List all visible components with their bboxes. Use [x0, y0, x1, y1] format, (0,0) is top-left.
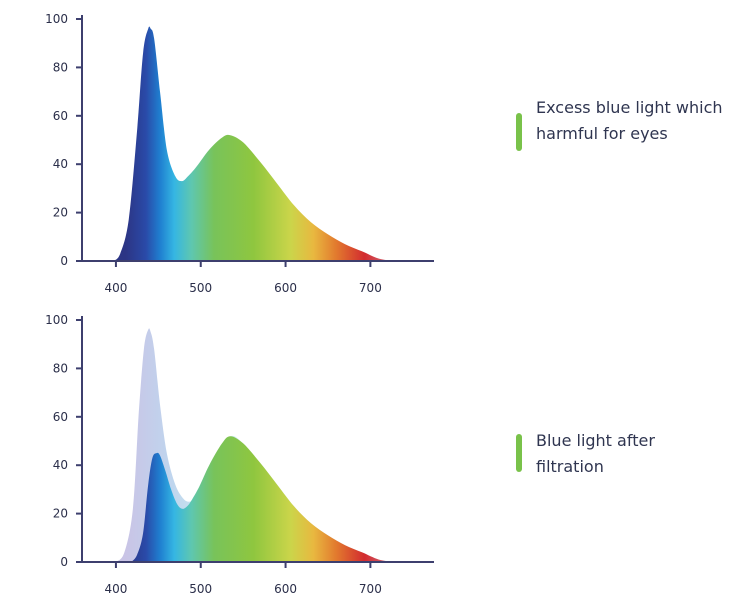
- top-chart-area-layer: [113, 26, 395, 262]
- bottom-y-tick-label: 80: [53, 361, 68, 375]
- bottom-y-tick-label: 20: [53, 507, 68, 521]
- bottom-chart-area-layer: [115, 328, 396, 562]
- bottom-y-tick-label: 0: [60, 555, 68, 569]
- top-x-tick-label: 600: [274, 281, 297, 295]
- top-x-tick-label: 500: [189, 281, 212, 295]
- top-chart-axes: 0 20 40 60 80 100 400 500 600 700: [45, 12, 434, 295]
- bottom-unfiltered-spectrum-area: [115, 328, 396, 562]
- bottom-chart-axes: 0 20 40 60 80 100 400 500 600 700: [45, 313, 434, 596]
- top-legend-text: Excess blue light which harmful for eyes: [536, 98, 723, 143]
- top-y-tick-label: 100: [45, 12, 68, 26]
- top-legend-marker: [516, 113, 522, 151]
- top-y-tick-label: 60: [53, 109, 68, 123]
- top-y-tick-label: 20: [53, 206, 68, 220]
- top-y-tick-label: 0: [60, 254, 68, 268]
- bottom-legend-marker: [516, 434, 522, 472]
- bottom-spectrum-area: [131, 436, 395, 562]
- bottom-chart-panel: 0 20 40 60 80 100 400 500 600 700: [45, 313, 434, 596]
- top-spectrum-area: [113, 26, 395, 262]
- bottom-x-tick-label: 600: [274, 582, 297, 596]
- bottom-x-tick-label: 400: [104, 582, 127, 596]
- bottom-legend: Blue light after filtration: [516, 428, 726, 480]
- bottom-y-tick-label: 100: [45, 313, 68, 327]
- bottom-y-tick-label: 40: [53, 458, 68, 472]
- bottom-legend-text: Blue light after filtration: [536, 431, 655, 476]
- top-legend: Excess blue light which harmful for eyes: [516, 95, 726, 151]
- top-chart-panel: 0 20 40 60 80 100 400 500 600 700: [45, 12, 434, 295]
- bottom-y-tick-label: 60: [53, 410, 68, 424]
- bottom-x-tick-label: 500: [189, 582, 212, 596]
- bottom-x-tick-label: 700: [359, 582, 382, 596]
- top-x-tick-label: 400: [104, 281, 127, 295]
- top-y-tick-label: 80: [53, 60, 68, 74]
- top-y-tick-label: 40: [53, 157, 68, 171]
- top-x-tick-label: 700: [359, 281, 382, 295]
